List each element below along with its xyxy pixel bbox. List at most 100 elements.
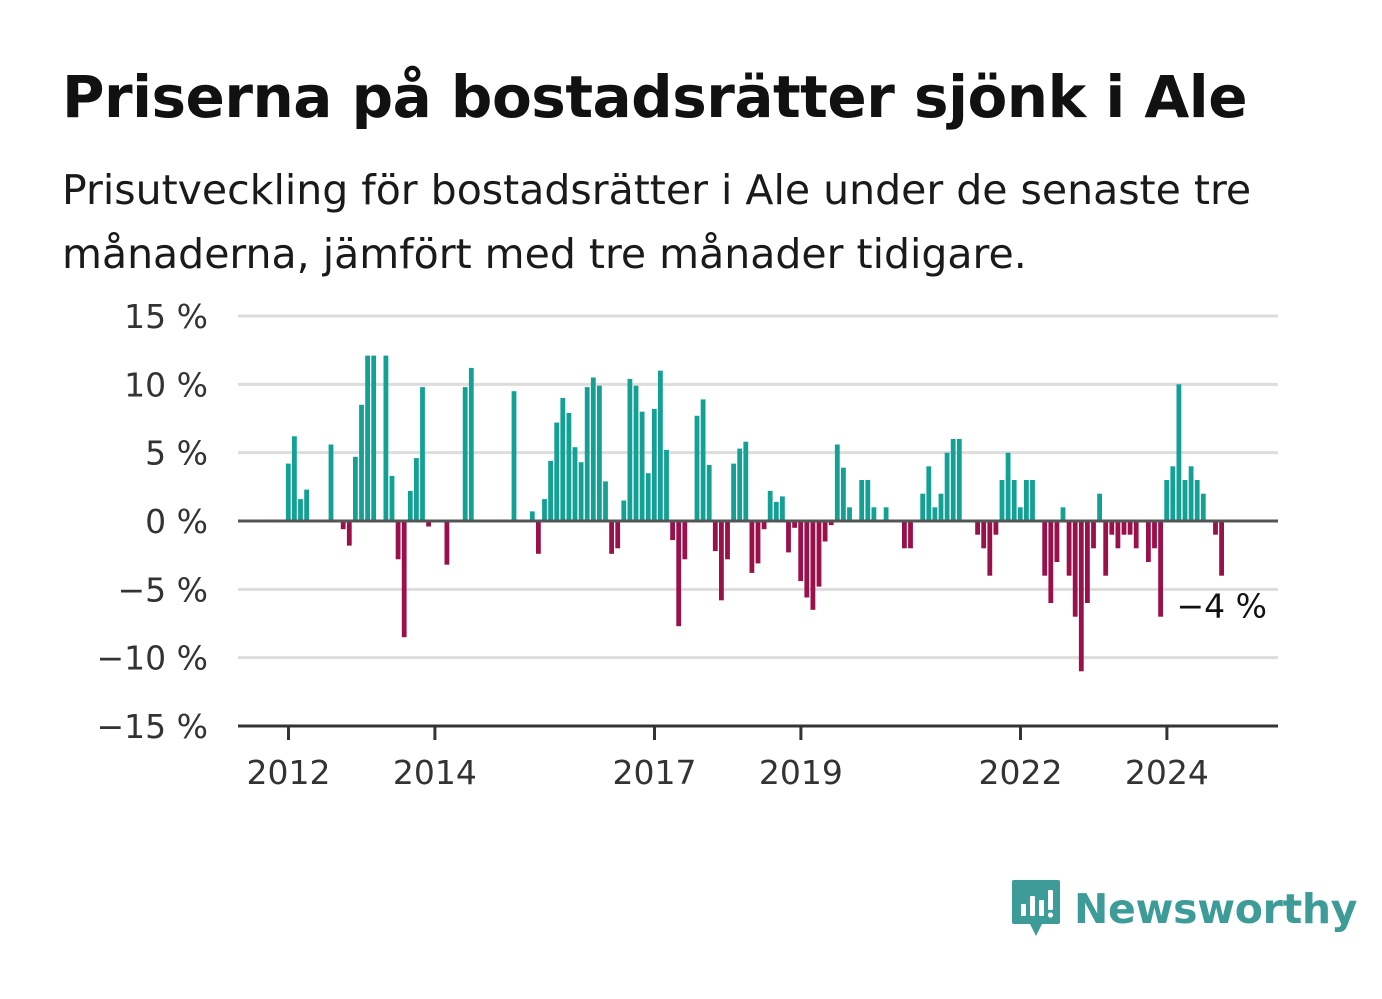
y-tick-label: 5 % (145, 434, 208, 473)
bar (810, 521, 816, 610)
bar (865, 480, 871, 521)
bar (1170, 466, 1176, 521)
bar (676, 521, 682, 627)
bar (920, 493, 926, 521)
chart-title: Priserna på bostadsrätter sjönk i Ale (62, 63, 1248, 131)
bar (1085, 521, 1090, 603)
x-tick-label: 2019 (759, 753, 843, 792)
bar (1133, 521, 1139, 549)
brand-name: Newsworthy (1074, 885, 1358, 933)
bar (609, 521, 614, 554)
y-tick-label: 10 % (124, 365, 208, 404)
last-value-label: −4 % (1177, 587, 1268, 626)
bar (804, 521, 810, 598)
bar (1030, 480, 1035, 521)
bar (944, 452, 950, 521)
bar (627, 378, 633, 521)
bar (1200, 493, 1206, 521)
bar (1011, 480, 1017, 521)
bar (938, 493, 944, 521)
bar (1152, 521, 1157, 549)
y-tick-label: −15 % (97, 707, 209, 746)
x-tick-label: 2017 (613, 753, 697, 792)
bar (536, 521, 541, 554)
bar (712, 521, 718, 552)
bar (1121, 521, 1127, 535)
bar (633, 385, 639, 521)
bar (792, 521, 797, 528)
bar (743, 441, 749, 521)
bar (725, 521, 730, 560)
bar (950, 439, 956, 521)
bar (414, 458, 419, 521)
bar (407, 490, 413, 521)
bar (975, 521, 980, 535)
bar (1146, 521, 1151, 562)
bar (529, 511, 535, 521)
bar (761, 521, 767, 530)
bar (1072, 521, 1078, 617)
bar (597, 385, 602, 521)
bar (1042, 521, 1048, 576)
bar (651, 408, 657, 521)
bar (780, 496, 785, 521)
bar (395, 521, 401, 560)
bar (383, 355, 389, 521)
bar (1005, 452, 1011, 521)
bar (621, 500, 627, 521)
bar (847, 507, 852, 521)
bar (993, 521, 999, 535)
bar (1060, 507, 1066, 521)
bar (548, 460, 553, 521)
bar (1078, 521, 1084, 672)
bar (426, 521, 431, 527)
x-tick-label: 2022 (979, 753, 1063, 792)
x-tick-label: 2014 (393, 753, 477, 792)
bar (462, 387, 468, 521)
bar (1127, 521, 1133, 535)
bar (816, 521, 822, 587)
bar (1017, 507, 1023, 521)
bar (584, 387, 590, 521)
bar (981, 521, 987, 549)
y-tick-label: 0 % (145, 502, 208, 541)
bar (694, 415, 700, 521)
bar (572, 447, 578, 521)
x-tick-label: 2012 (247, 753, 331, 792)
y-axis-labels: 15 % 10 % 5 % 0 % −5 % −10 % −15 % (97, 297, 209, 746)
bar (737, 448, 743, 521)
bar (389, 475, 395, 521)
bar (639, 411, 645, 521)
bar (554, 422, 560, 521)
bar (828, 521, 834, 526)
y-tick-label: 15 % (124, 297, 208, 336)
bar (670, 521, 675, 541)
bar (987, 521, 993, 576)
bar (468, 367, 474, 521)
bar (798, 521, 804, 582)
bar (908, 521, 913, 549)
bar (706, 465, 712, 521)
bar (511, 391, 517, 521)
bar (1109, 521, 1115, 535)
bar (1176, 384, 1182, 521)
bar (340, 521, 346, 530)
chart-subtitle: Prisutveckling för bostadsrätter i Ale u… (62, 166, 1252, 278)
bar (1219, 521, 1224, 576)
bar (902, 521, 907, 549)
bar (926, 466, 932, 521)
bar (1188, 466, 1194, 521)
newsworthy-logo-icon (1012, 880, 1060, 936)
grid-lines (238, 314, 1278, 660)
y-tick-label: −10 % (97, 639, 209, 678)
bar (1024, 480, 1029, 521)
brand-logo: Newsworthy (1010, 878, 1357, 940)
x-axis-labels: 2012 2014 2017 2019 2022 2024 (247, 753, 1209, 792)
bar (956, 439, 962, 521)
axes (238, 519, 1278, 740)
bar (871, 507, 877, 521)
bar (298, 499, 303, 521)
x-tick-label: 2024 (1125, 753, 1209, 792)
bar (444, 521, 450, 565)
bar (841, 467, 846, 521)
